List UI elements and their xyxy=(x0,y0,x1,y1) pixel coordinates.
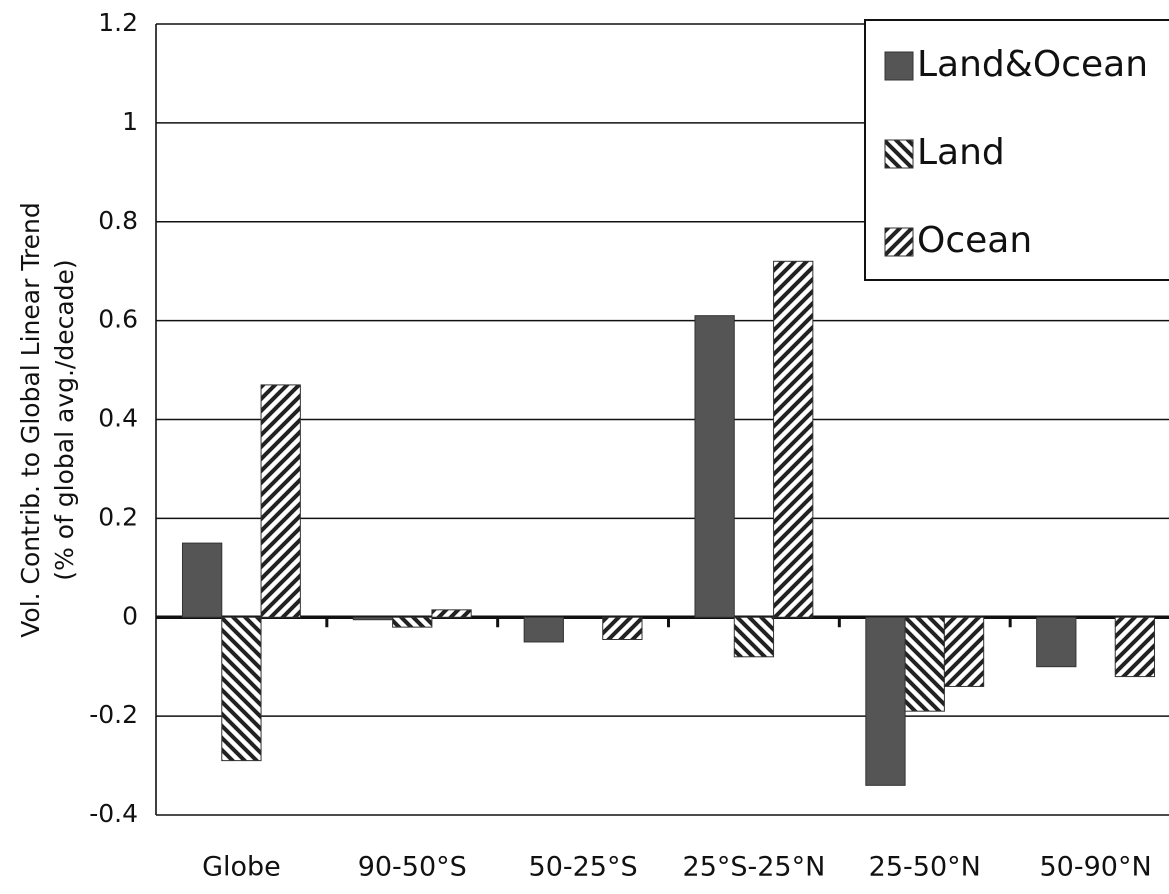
y-tick-label: -0.4 xyxy=(89,799,138,828)
bar xyxy=(694,315,735,618)
bar xyxy=(1036,616,1077,668)
bar xyxy=(431,609,472,618)
bar xyxy=(865,616,906,786)
legend-swatch xyxy=(884,227,914,257)
bar xyxy=(392,616,433,628)
bar xyxy=(181,542,223,618)
x-tick-label: Globe xyxy=(202,852,281,883)
bar xyxy=(523,616,564,643)
legend-label: Land&Ocean xyxy=(917,44,1148,85)
y-axis-label: Vol. Contrib. to Global Linear Trend xyxy=(16,202,45,638)
bar xyxy=(602,616,643,640)
legend-box xyxy=(864,19,1169,281)
bar xyxy=(773,260,814,618)
y-tick-label: 0.6 xyxy=(98,305,138,334)
bar xyxy=(1114,616,1156,678)
bar xyxy=(221,616,262,762)
x-tick-label: 90-50°S xyxy=(358,852,467,883)
bar xyxy=(733,616,775,658)
bar xyxy=(352,616,394,621)
bar xyxy=(904,616,945,712)
x-tick-label: 25-50°N xyxy=(869,852,981,883)
legend-label: Ocean xyxy=(917,220,1032,261)
bar xyxy=(260,384,301,618)
y-tick-label: 1.2 xyxy=(98,8,138,37)
x-tick-label: 50-25°S xyxy=(529,852,638,883)
legend-label: Land xyxy=(917,132,1005,173)
y-tick-label: 0.8 xyxy=(98,206,138,235)
y-tick-label: -0.2 xyxy=(89,700,138,729)
y-tick-label: 0.4 xyxy=(98,404,138,433)
bar xyxy=(943,616,985,687)
legend-swatch xyxy=(884,51,914,81)
y-tick-label: 0 xyxy=(122,601,138,630)
y-tick-label: 1 xyxy=(122,107,138,136)
x-tick-label: 25°S-25°N xyxy=(683,852,826,883)
y-tick-label: 0.2 xyxy=(98,502,138,531)
x-tick-label: 50-90°N xyxy=(1040,852,1152,883)
legend-swatch xyxy=(884,139,914,169)
y-axis-label: (% of global avg./decade) xyxy=(50,259,79,580)
